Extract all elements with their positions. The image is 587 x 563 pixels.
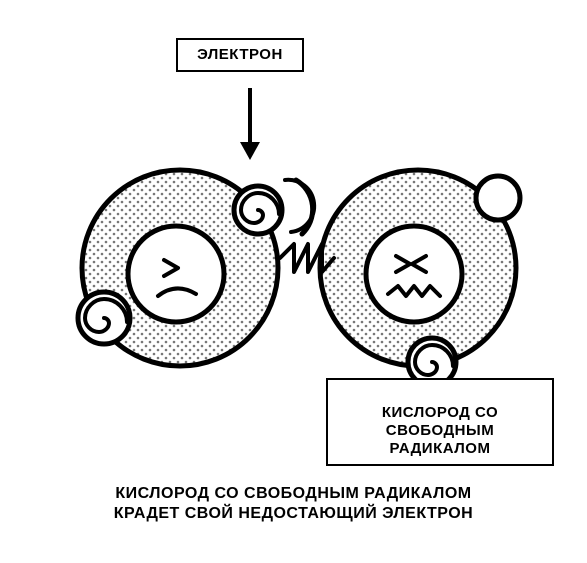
electron-spiral-left [78,292,130,344]
electron-spiral-top [234,186,282,234]
caption-line-1: КИСЛОРОД СО СВОБОДНЫМ РАДИКАЛОМ [0,484,587,504]
caption: КИСЛОРОД СО СВОБОДНЫМ РАДИКАЛОМ КРАДЕТ С… [0,484,587,524]
missing-electron [476,176,520,220]
free-radical-label-text: КИСЛОРОД СО СВОБОДНЫМ РАДИКАЛОМ [382,404,498,457]
caption-line-2: КРАДЕТ СВОЙ НЕДОСТАЮЩИЙ ЭЛЕКТРОН [0,504,587,524]
emission-arc [285,180,314,234]
arrow-to-electron [0,0,587,563]
free-radical-label-box: КИСЛОРОД СО СВОБОДНЫМ РАДИКАЛОМ [326,378,554,466]
